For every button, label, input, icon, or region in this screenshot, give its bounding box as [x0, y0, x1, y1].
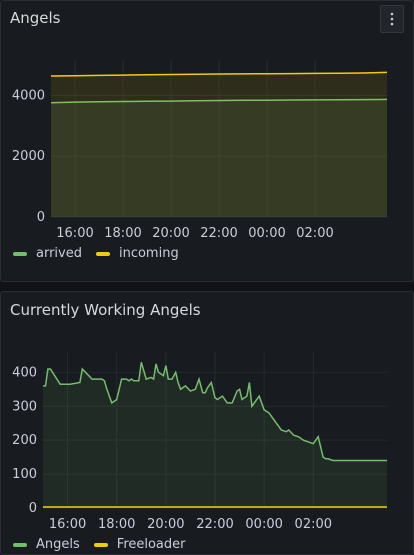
- angels-chart[interactable]: 0 2000 4000 16:00 18:00 20:00 22:00 00:00 02:00: [1, 1, 413, 241]
- legend-label: incoming: [118, 246, 179, 261]
- legend-swatch: [13, 542, 27, 547]
- x-tick-label: 20:00: [147, 517, 184, 532]
- x-tick-label: 18:00: [104, 226, 141, 241]
- angels-panel: Angels 0 2000 4000 16:00 18:00 20:00 22:00 00:0…: [0, 0, 414, 282]
- x-tick-label: 02:00: [295, 517, 332, 532]
- x-tick-label: 18:00: [98, 517, 135, 532]
- panel-title: Currently Working Angels: [10, 301, 201, 319]
- y-tick-label: 2000: [12, 149, 45, 164]
- panel-title: Angels: [10, 9, 61, 27]
- legend-label: arrived: [36, 246, 82, 261]
- series-area: [51, 99, 387, 217]
- x-tick-label: 02:00: [296, 226, 333, 241]
- series-area: [51, 72, 387, 218]
- y-tick-label: 200: [12, 433, 37, 448]
- x-tick-label: 00:00: [245, 517, 282, 532]
- legend-swatch: [95, 251, 110, 256]
- x-tick-label: 00:00: [248, 226, 285, 241]
- series-area: [43, 362, 387, 508]
- x-tick-label: 20:00: [152, 226, 189, 241]
- legend-swatch: [13, 251, 27, 256]
- series-line-incoming: [50, 71, 388, 77]
- y-tick-label: 400: [12, 365, 37, 380]
- y-tick-label: 0: [29, 501, 37, 516]
- y-tick-label: 300: [12, 399, 37, 414]
- series-line-arrived: [50, 98, 388, 104]
- legend-item-angels[interactable]: Angels: [13, 537, 80, 552]
- y-tick-label: 4000: [12, 88, 45, 103]
- x-tick-label: 22:00: [196, 517, 233, 532]
- x-tick-label: 16:00: [49, 517, 86, 532]
- legend-label: Freeloader: [116, 537, 186, 552]
- legend-item-freeloader[interactable]: Freeloader: [93, 537, 186, 552]
- legend-item-incoming[interactable]: incoming: [95, 246, 179, 261]
- panel-menu-button[interactable]: [380, 5, 404, 33]
- x-tick-label: 22:00: [200, 226, 237, 241]
- x-tick-label: 16:00: [56, 226, 93, 241]
- working-angels-panel: Currently Working Angels 0 100 200 300 400 16…: [0, 291, 414, 555]
- working-angels-legend: Angels Freeloader: [13, 537, 200, 552]
- y-tick-label: 100: [12, 467, 37, 482]
- working-angels-chart[interactable]: 0 100 200 300 400 16:00 18:00 20:00 22:00 00:00 02…: [1, 292, 413, 532]
- legend-label: Angels: [36, 537, 80, 552]
- angels-legend: arrived incoming: [13, 246, 193, 261]
- legend-swatch: [93, 542, 108, 547]
- y-tick-label: 0: [37, 210, 45, 225]
- kebab-menu-icon: [390, 12, 394, 26]
- series-line-angels: [43, 361, 387, 462]
- legend-item-arrived[interactable]: arrived: [13, 246, 82, 261]
